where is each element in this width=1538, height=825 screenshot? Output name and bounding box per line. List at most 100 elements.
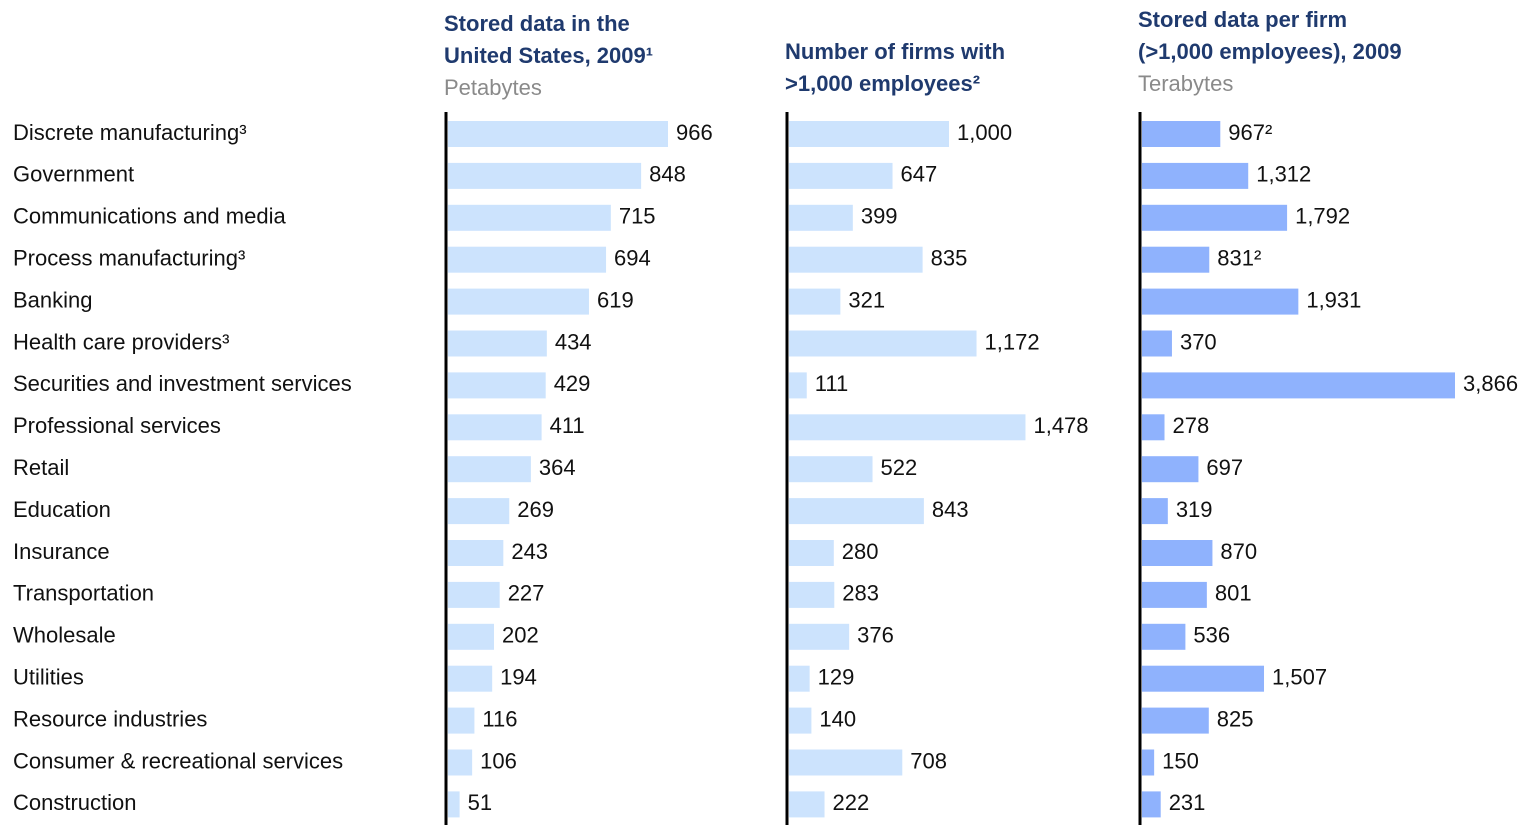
panel-title: (>1,000 employees), 2009 — [1138, 39, 1402, 64]
value-label: 708 — [910, 748, 947, 773]
value-label: 967² — [1228, 120, 1272, 145]
panel-title: United States, 2009¹ — [444, 43, 653, 68]
category-label: Education — [13, 497, 111, 522]
value-label: 647 — [901, 162, 938, 187]
bar — [448, 372, 546, 399]
bar — [789, 414, 1026, 441]
bar — [1142, 330, 1172, 357]
bar — [789, 372, 807, 399]
bar — [1142, 121, 1221, 147]
value-label: 1,507 — [1272, 665, 1327, 690]
bar — [789, 204, 853, 231]
category-label: Banking — [13, 287, 93, 312]
value-label: 106 — [480, 748, 517, 773]
bar — [448, 288, 589, 315]
value-label: 111 — [815, 371, 848, 396]
value-label: 283 — [842, 581, 879, 606]
value-label: 3,866 — [1463, 371, 1518, 396]
value-label: 370 — [1180, 329, 1217, 354]
value-label: 619 — [597, 287, 634, 312]
value-label: 150 — [1162, 748, 1199, 773]
bar — [448, 330, 547, 357]
bar — [789, 540, 834, 566]
bar — [789, 623, 850, 650]
value-label: 319 — [1176, 497, 1213, 522]
bar — [789, 665, 810, 692]
value-label: 116 — [482, 706, 517, 731]
bar — [448, 665, 493, 692]
value-label: 280 — [842, 539, 879, 564]
value-label: 399 — [861, 204, 898, 229]
category-label: Wholesale — [13, 623, 116, 648]
value-label: 966 — [676, 120, 713, 145]
category-label: Government — [13, 162, 134, 187]
bar — [448, 246, 607, 273]
category-label: Securities and investment services — [13, 371, 352, 396]
value-label: 843 — [932, 497, 969, 522]
panel-title: Stored data in the — [444, 11, 630, 36]
category-label: Construction — [13, 790, 137, 815]
bar — [448, 623, 495, 650]
value-label: 536 — [1193, 623, 1230, 648]
bar — [789, 162, 893, 189]
bar — [789, 456, 873, 483]
bar — [448, 121, 668, 147]
value-label: 376 — [857, 623, 894, 648]
panel-title: >1,000 employees² — [785, 71, 980, 96]
category-label: Retail — [13, 455, 69, 480]
bar — [448, 498, 510, 525]
bar — [1142, 414, 1165, 441]
bar — [448, 791, 460, 818]
bar — [789, 330, 977, 357]
value-label: 1,000 — [957, 120, 1012, 145]
value-label: 434 — [555, 329, 592, 354]
value-label: 1,792 — [1295, 204, 1350, 229]
value-label: 848 — [649, 162, 686, 187]
value-label: 715 — [619, 204, 656, 229]
value-label: 801 — [1215, 581, 1252, 606]
value-label: 429 — [554, 371, 591, 396]
category-label: Resource industries — [13, 706, 207, 731]
bar — [1142, 623, 1186, 650]
category-label: Consumer & recreational services — [13, 748, 343, 773]
value-label: 1,931 — [1306, 287, 1361, 312]
bar — [789, 707, 812, 734]
panel-title: Number of firms with — [785, 39, 1005, 64]
bar — [1142, 791, 1161, 818]
value-label: 870 — [1220, 539, 1257, 564]
category-label: Process manufacturing³ — [13, 246, 245, 271]
category-label: Transportation — [13, 581, 154, 606]
value-label: 231 — [1169, 790, 1206, 815]
bar — [448, 162, 642, 189]
bar — [789, 581, 835, 608]
value-label: 697 — [1206, 455, 1243, 480]
bar — [1142, 749, 1155, 776]
panel-subtitle: Petabytes — [444, 75, 542, 100]
bar — [448, 456, 531, 483]
value-label: 202 — [502, 623, 539, 648]
value-label: 364 — [539, 455, 576, 480]
value-label: 1,312 — [1256, 162, 1311, 187]
bar — [789, 749, 903, 776]
category-label: Health care providers³ — [13, 329, 229, 354]
value-label: 129 — [818, 665, 855, 690]
bar — [1142, 498, 1168, 525]
category-label: Communications and media — [13, 204, 286, 229]
value-label: 522 — [881, 455, 918, 480]
bar — [789, 246, 923, 273]
bar — [1142, 540, 1213, 566]
panel-subtitle: Terabytes — [1138, 71, 1233, 96]
bar — [1142, 665, 1265, 692]
bar — [789, 791, 825, 818]
value-label: 51 — [468, 790, 492, 815]
bar — [448, 204, 611, 231]
bar — [448, 414, 542, 441]
category-label: Professional services — [13, 413, 221, 438]
value-label: 269 — [517, 497, 554, 522]
value-label: 411 — [550, 413, 585, 438]
bar — [1142, 204, 1288, 231]
bar — [1142, 162, 1249, 189]
bar — [448, 707, 475, 734]
bar — [1142, 246, 1210, 273]
